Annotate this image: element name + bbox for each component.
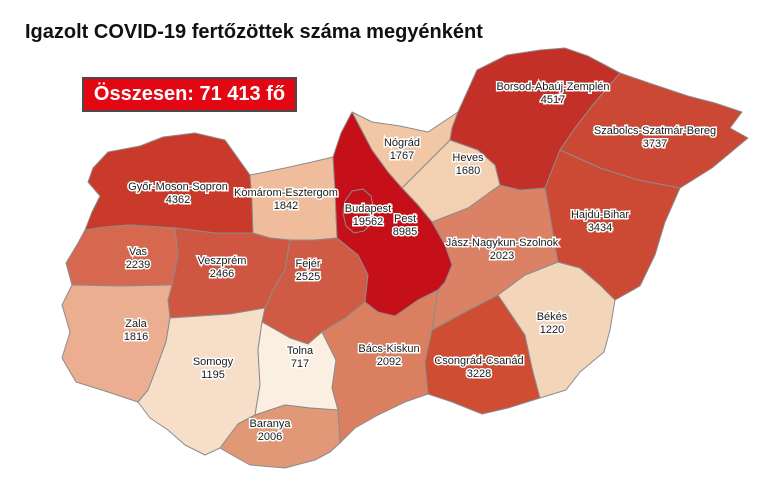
page-title: Igazolt COVID-19 fertőzöttek száma megyé…: [25, 21, 483, 43]
county-value-label-zala: 1816: [124, 331, 148, 343]
county-name-label-pest: Pest: [394, 213, 416, 225]
county-value-label-vas: 2239: [126, 259, 150, 271]
county-region-vas: [65, 224, 179, 287]
county-name-label-bekes: Békés: [537, 311, 568, 323]
total-summary-box: Összesen: 71 413 fő: [82, 77, 297, 112]
county-name-label-budapest: Budapest: [345, 203, 391, 215]
county-name-label-nograd: Nógrád: [384, 137, 420, 149]
county-value-label-hajdu: 3434: [588, 222, 612, 234]
county-name-label-szabolcs: Szabolcs-Szatmár-Bereg: [594, 125, 716, 137]
county-value-label-borsod: 4517: [541, 94, 565, 106]
county-region-hajdu: [544, 149, 681, 301]
county-name-label-veszprem: Veszprém: [198, 255, 247, 267]
county-value-label-bacs: 2092: [377, 356, 401, 368]
county-value-label-somogy: 1195: [201, 369, 225, 381]
county-name-label-csongrad: Csongrád-Csanád: [434, 355, 523, 367]
county-name-label-vas: Vas: [129, 246, 148, 258]
county-value-label-tolna: 717: [291, 358, 309, 370]
county-name-label-heves: Heves: [452, 152, 484, 164]
total-summary-label: Összesen: 71 413 fő: [93, 83, 286, 105]
county-name-label-gyms: Győr-Moson-Sopron: [128, 181, 228, 193]
county-name-label-hajdu: Hajdú-Bihar: [571, 209, 629, 221]
county-value-label-nograd: 1767: [390, 150, 414, 162]
county-value-label-jnsz: 2023: [490, 250, 514, 262]
county-value-label-bekes: 1220: [540, 324, 564, 336]
county-name-label-zala: Zala: [125, 318, 147, 330]
county-name-label-somogy: Somogy: [193, 356, 234, 368]
county-name-label-borsod: Borsod-Abaúj-Zemplén: [496, 81, 609, 93]
county-name-label-tolna: Tolna: [287, 345, 314, 357]
county-name-label-baranya: Baranya: [250, 418, 292, 430]
county-value-label-csongrad: 3228: [467, 368, 491, 380]
county-value-label-baranya: 2006: [258, 431, 282, 443]
county-name-label-fejer: Fejér: [295, 258, 320, 270]
county-value-label-budapest: 19562: [353, 216, 384, 228]
county-value-label-heves: 1680: [456, 165, 480, 177]
county-value-label-gyms: 4362: [166, 194, 190, 206]
county-value-label-szabolcs: 3737: [643, 138, 667, 150]
county-name-label-ke: Komárom-Esztergom: [234, 187, 338, 199]
county-value-label-fejer: 2525: [296, 271, 320, 283]
county-value-label-veszprem: 2466: [210, 268, 234, 280]
county-name-label-jnsz: Jász-Nagykun-Szolnok: [446, 237, 559, 249]
county-value-label-ke: 1842: [274, 200, 298, 212]
county-region-szabolcs: [559, 72, 749, 189]
county-region-budapest: [342, 188, 374, 234]
county-region-baranya: [219, 404, 341, 469]
county-name-label-bacs: Bács-Kiskun: [358, 343, 419, 355]
county-region-pest: [332, 111, 453, 317]
county-value-label-pest: 8985: [393, 226, 417, 238]
